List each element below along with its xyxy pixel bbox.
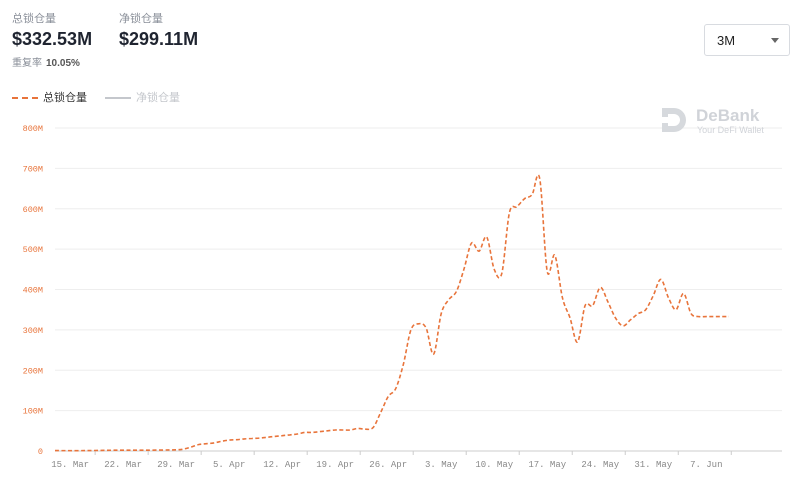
watermark-tagline: Your DeFi Wallet — [697, 125, 764, 135]
net-tvl-value: $299.11M — [119, 29, 199, 49]
x-tick-label: 22. Mar — [104, 460, 142, 470]
x-tick-label: 24. May — [581, 460, 619, 470]
debank-logo-icon — [662, 108, 686, 132]
y-tick-label: 800M — [23, 124, 43, 134]
debank-watermark: DeBank Your DeFi Wallet — [658, 104, 764, 141]
x-tick-label: 15. Mar — [51, 460, 89, 470]
repeat-rate-label: 重复率 — [12, 58, 42, 69]
y-tick-label: 300M — [23, 326, 43, 336]
y-tick-label: 0 — [38, 447, 43, 457]
legend-item-total-tvl[interactable]: 总锁仓量 — [12, 91, 87, 105]
legend-label-net-tvl: 净锁仓量 — [136, 92, 180, 104]
chart-legend: 总锁仓量 净锁仓量 — [12, 91, 198, 105]
y-tick-label: 100M — [23, 407, 43, 417]
x-tick-label: 17. May — [528, 460, 566, 470]
x-tick-label: 3. May — [425, 460, 458, 470]
x-tick-label: 31. May — [634, 460, 672, 470]
legend-item-net-tvl[interactable]: 净锁仓量 — [105, 91, 180, 105]
total-tvl-value: $332.53M — [12, 29, 93, 49]
legend-solid-line-icon — [105, 97, 131, 99]
y-tick-label: 600M — [23, 205, 43, 215]
period-select[interactable]: 3M — [704, 24, 790, 56]
legend-label-total-tvl: 总锁仓量 — [43, 92, 87, 104]
legend-dashed-line-icon — [12, 97, 38, 99]
x-tick-label: 29. Mar — [157, 460, 195, 470]
repeat-rate: 重复率 10.05% — [12, 54, 80, 69]
net-tvl-label: 净锁仓量 — [119, 13, 163, 25]
period-select-value: 3M — [717, 33, 736, 48]
repeat-rate-value: 10.05% — [46, 58, 80, 69]
chevron-down-icon — [771, 38, 779, 43]
y-tick-label: 700M — [23, 164, 43, 174]
x-tick-label: 12. Apr — [263, 460, 301, 470]
net-tvl-stat: 净锁仓量 $299.11M — [119, 12, 198, 51]
y-tick-label: 200M — [23, 366, 43, 376]
x-tick-label: 10. May — [475, 460, 513, 470]
x-tick-label: 5. Apr — [213, 460, 245, 470]
x-tick-label: 19. Apr — [316, 460, 354, 470]
watermark-name: DeBank — [696, 106, 760, 125]
total-tvl-label: 总锁仓量 — [12, 13, 56, 25]
x-tick-label: 7. Jun — [690, 460, 722, 470]
y-tick-label: 400M — [23, 286, 43, 296]
y-tick-label: 500M — [23, 245, 43, 255]
x-tick-label: 26. Apr — [369, 460, 407, 470]
series-line-total-tvl — [54, 174, 729, 452]
total-tvl-stat: 总锁仓量 $332.53M — [12, 12, 92, 51]
